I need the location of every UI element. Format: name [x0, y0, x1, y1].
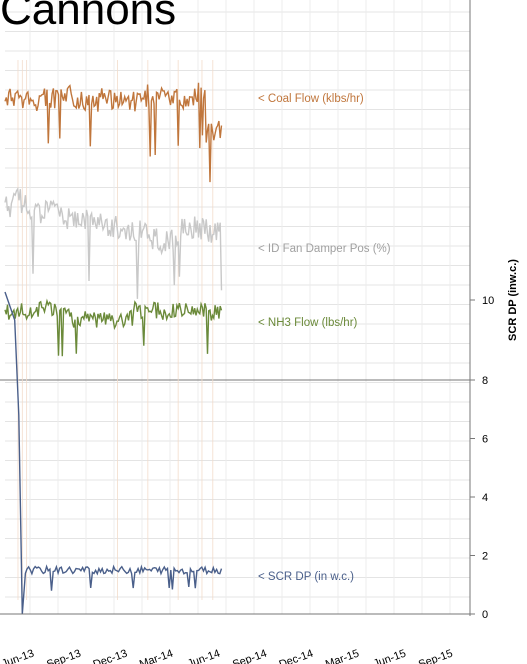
y-tick-label: 0	[482, 609, 488, 621]
y-tick-label: 6	[482, 434, 488, 446]
x-tick-label: Sep-14	[231, 648, 268, 664]
x-tick-label: Mar-14	[138, 648, 175, 664]
y-tick-label: 2	[482, 551, 488, 563]
y-tick-label: 8	[482, 375, 488, 387]
x-tick-label: Jun-13	[0, 648, 36, 664]
x-tick-label: Dec-13	[92, 648, 129, 664]
x-tick-label: Jun-14	[186, 648, 222, 664]
series-label: < SCR DP (in w.c.)	[258, 571, 354, 583]
x-tick-label: Mar-15	[324, 648, 361, 664]
series-label: < NH3 Flow (lbs/hr)	[258, 317, 358, 329]
series-label: < Coal Flow (klbs/hr)	[258, 93, 364, 105]
y-axis-title: SCR DP (inw.c.)	[507, 259, 519, 341]
x-tick-label: Sep-13	[45, 648, 82, 664]
series-coal-flow	[4, 82, 223, 183]
y-tick-label: 4	[482, 492, 488, 504]
chart-title: Cannons	[0, 0, 176, 34]
series-id-fan-damper	[4, 187, 223, 299]
x-tick-label: Jun-15	[372, 648, 408, 664]
series-nh3-flow	[4, 298, 223, 357]
chart-series: < Coal Flow (klbs/hr) < ID Fan Damper Pos…	[4, 60, 391, 615]
series-scr-dp	[4, 291, 223, 615]
x-tick-label: Dec-14	[277, 648, 314, 664]
chart-grid	[0, 0, 470, 614]
y-tick-label: 10	[482, 295, 494, 307]
series-label: < ID Fan Damper Pos (%)	[258, 243, 391, 255]
x-tick-label: Sep-15	[417, 648, 454, 664]
